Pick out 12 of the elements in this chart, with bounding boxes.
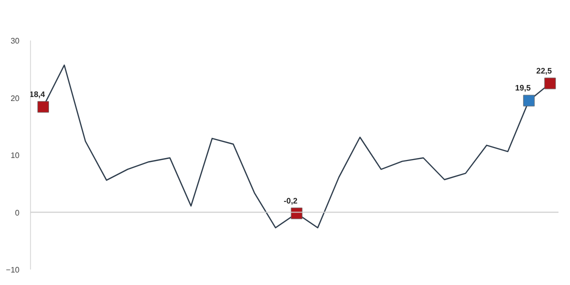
y-tick-label: 0 <box>15 208 20 218</box>
data-label: 19,5 <box>515 84 532 93</box>
point <box>290 208 302 220</box>
data-label: -0,2 <box>284 196 298 206</box>
y-tick-label: 30 <box>10 36 20 46</box>
data-label: 22,5 <box>536 66 552 76</box>
point <box>523 94 535 106</box>
point <box>37 101 49 113</box>
y-tick-label: 20 <box>10 94 20 103</box>
point <box>544 78 556 90</box>
y-tick-label: 10 <box>10 151 20 160</box>
y-tick-label: −10 <box>6 266 20 274</box>
